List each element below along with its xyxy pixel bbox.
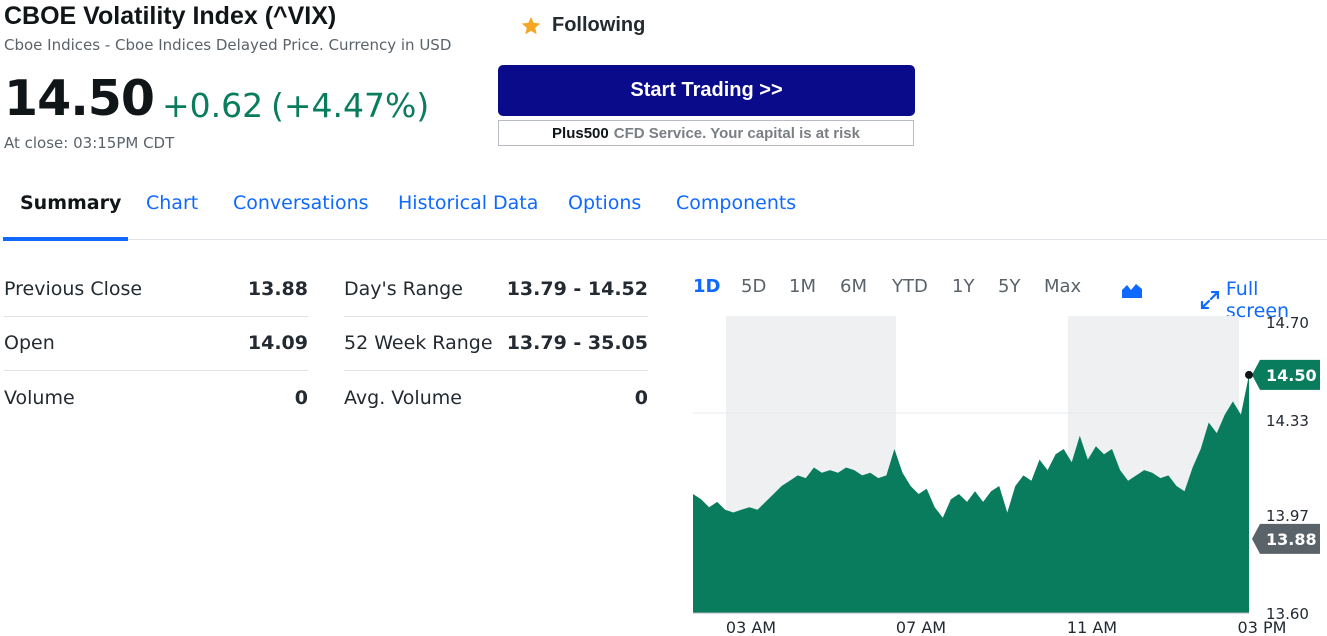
star-icon bbox=[521, 16, 541, 34]
stat-label: Open bbox=[4, 332, 55, 355]
tabs-divider bbox=[808, 239, 1327, 240]
area-chart-icon[interactable] bbox=[1121, 281, 1143, 299]
follow-button[interactable]: Following bbox=[520, 14, 645, 37]
page-title: CBOE Volatility Index (^VIX) bbox=[4, 2, 337, 30]
price-change-percent: (+4.47%) bbox=[271, 86, 430, 125]
full-screen-button[interactable]: Full screen bbox=[1200, 278, 1327, 322]
follow-label: Following bbox=[552, 14, 646, 36]
stat-value: 14.09 bbox=[247, 332, 308, 355]
previous-close-label: 13.88 bbox=[1266, 530, 1317, 549]
price-area bbox=[693, 374, 1249, 613]
range-6m[interactable]: 6M bbox=[840, 276, 867, 297]
stat-row-volume: Volume 0 bbox=[4, 371, 308, 426]
stat-value: 13.79 - 35.05 bbox=[506, 332, 648, 355]
stat-label: Previous Close bbox=[4, 277, 143, 300]
market-close-time: At close: 03:15PM CDT bbox=[4, 134, 175, 152]
stat-row-previous-close: Previous Close 13.88 bbox=[4, 262, 308, 317]
range-max[interactable]: Max bbox=[1044, 276, 1082, 297]
tab-historical-data[interactable]: Historical Data bbox=[398, 192, 539, 214]
start-trading-button[interactable]: Start Trading >> bbox=[498, 65, 915, 116]
tab-chart[interactable]: Chart bbox=[146, 192, 199, 214]
x-tick-label: 03 PM bbox=[1238, 618, 1287, 636]
expand-icon bbox=[1200, 290, 1219, 310]
session-band bbox=[726, 316, 896, 613]
range-1d[interactable]: 1D bbox=[693, 276, 721, 297]
tab-components[interactable]: Components bbox=[676, 192, 797, 214]
full-screen-label: Full screen bbox=[1225, 278, 1290, 322]
stats-table-right: Day's Range 13.79 - 14.52 52 Week Range … bbox=[344, 262, 648, 426]
stat-value: 0 bbox=[294, 387, 308, 410]
y-tick-label: 13.97 bbox=[1266, 507, 1309, 525]
range-5d[interactable]: 5D bbox=[741, 276, 767, 297]
y-tick-label: 14.33 bbox=[1266, 412, 1309, 430]
previous-close-badge bbox=[1252, 523, 1320, 554]
tab-conversations[interactable]: Conversations bbox=[233, 192, 369, 214]
ad-disclaimer: Plus500 CFD Service. Your capital is at … bbox=[498, 120, 914, 146]
range-1m[interactable]: 1M bbox=[789, 276, 816, 297]
x-tick-label: 11 AM bbox=[1067, 618, 1117, 636]
tabs-divider bbox=[3, 239, 808, 240]
stat-row-52-week-range: 52 Week Range 13.79 - 35.05 bbox=[344, 317, 648, 371]
stat-label: 52 Week Range bbox=[344, 332, 493, 355]
active-tab-indicator bbox=[3, 237, 128, 241]
stat-row-open: Open 14.09 bbox=[4, 317, 308, 371]
x-tick-label: 03 AM bbox=[726, 618, 776, 636]
session-band bbox=[1068, 316, 1239, 613]
stat-value: 13.88 bbox=[247, 277, 308, 300]
stat-label: Day's Range bbox=[344, 277, 463, 300]
last-price-badge bbox=[1252, 359, 1320, 390]
stat-row-days-range: Day's Range 13.79 - 14.52 bbox=[344, 262, 648, 317]
stat-value: 0 bbox=[634, 387, 648, 410]
price-change: +0.62 bbox=[162, 86, 264, 125]
last-point-marker bbox=[1245, 370, 1253, 379]
stat-label: Volume bbox=[4, 387, 75, 410]
range-ytd[interactable]: YTD bbox=[892, 276, 928, 297]
tab-summary[interactable]: Summary bbox=[20, 192, 122, 214]
stat-value: 13.79 - 14.52 bbox=[506, 277, 648, 300]
tab-options[interactable]: Options bbox=[568, 192, 642, 214]
stats-table-left: Previous Close 13.88 Open 14.09 Volume 0 bbox=[4, 262, 308, 426]
x-tick-label: 07 AM bbox=[896, 618, 946, 636]
stat-row-avg-volume: Avg. Volume 0 bbox=[344, 371, 648, 426]
stat-label: Avg. Volume bbox=[344, 387, 462, 410]
last-price: 14.50 bbox=[4, 70, 155, 127]
range-1y[interactable]: 1Y bbox=[952, 276, 975, 297]
range-5y[interactable]: 5Y bbox=[998, 276, 1021, 297]
ad-disclaimer-text: CFD Service. Your capital is at risk bbox=[613, 124, 860, 142]
ad-brand: Plus500 bbox=[552, 124, 609, 142]
y-tick-label: 13.60 bbox=[1266, 605, 1309, 623]
exchange-subtitle: Cboe Indices - Cboe Indices Delayed Pric… bbox=[4, 36, 452, 54]
last-price-label: 14.50 bbox=[1266, 366, 1317, 385]
